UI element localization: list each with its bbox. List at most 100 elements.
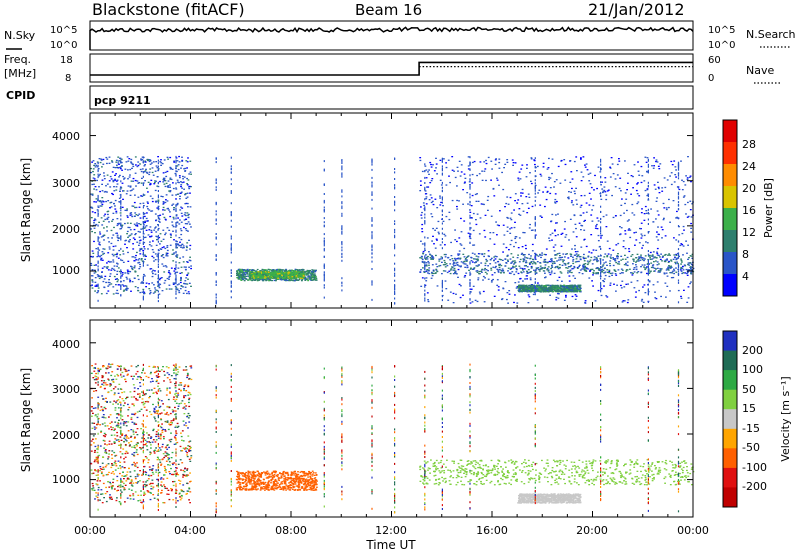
power-mark — [176, 179, 179, 181]
power-mark — [91, 269, 94, 271]
power-mark — [278, 276, 281, 278]
power-mark — [419, 257, 421, 259]
power-mark — [288, 279, 291, 281]
power-mark — [603, 272, 606, 274]
power-mark — [158, 220, 160, 222]
power-mark — [431, 264, 434, 266]
power-mark — [593, 189, 595, 191]
power-mark — [654, 291, 656, 293]
power-mark — [187, 179, 190, 181]
power-mark — [126, 278, 128, 280]
power-mark — [669, 267, 672, 269]
power-mark — [164, 232, 167, 234]
power-mark — [92, 168, 95, 170]
power-mark — [591, 220, 594, 222]
power-mark — [528, 227, 531, 229]
power-mark — [315, 279, 318, 281]
power-mark — [463, 276, 466, 278]
power-mark — [119, 174, 121, 177]
power-mark — [463, 256, 466, 258]
power-mark — [148, 159, 151, 161]
power-mark — [178, 175, 181, 177]
power-mark — [291, 279, 293, 281]
power-mark — [110, 201, 113, 203]
power-mark — [253, 272, 256, 274]
power-mark — [637, 271, 640, 273]
power-mark — [118, 249, 121, 252]
power-mark — [292, 274, 295, 276]
power-mark — [179, 219, 181, 221]
power-mark — [554, 202, 557, 204]
power-mark — [643, 180, 646, 182]
power-mark — [463, 260, 465, 263]
power-mark — [476, 265, 479, 267]
power-mark — [617, 261, 620, 263]
power-mark — [130, 180, 133, 182]
power-mark — [673, 254, 676, 256]
power-mark — [141, 291, 144, 293]
power-mark — [308, 276, 310, 278]
power-mark — [434, 229, 436, 231]
power-mark — [150, 229, 153, 232]
power-mark — [145, 282, 148, 284]
power-mark — [541, 290, 544, 292]
power-mark — [115, 292, 118, 294]
power-mark — [309, 276, 312, 278]
power-mark — [158, 293, 161, 295]
power-mark — [166, 208, 169, 210]
power-mark — [152, 174, 155, 176]
power-mark — [140, 195, 142, 197]
power-mark — [577, 290, 580, 292]
power-mark — [550, 261, 553, 263]
power-mark — [654, 297, 657, 299]
power-mark — [121, 224, 124, 226]
power-mark — [645, 210, 648, 212]
power-mark — [469, 211, 472, 213]
power-mark — [119, 190, 121, 192]
power-mark — [144, 161, 147, 163]
power-mark — [181, 156, 183, 158]
power-mark — [117, 257, 120, 259]
power-mark — [582, 257, 585, 259]
power-mark — [93, 164, 95, 167]
power-mark — [432, 203, 435, 206]
power-mark — [616, 257, 619, 260]
power-mark — [158, 236, 161, 239]
power-mark — [280, 276, 283, 278]
power-mark — [455, 262, 458, 264]
power-mark — [680, 263, 682, 265]
power-mark — [467, 168, 470, 170]
power-mark — [459, 258, 462, 260]
power-mark — [280, 279, 283, 281]
power-mark — [526, 272, 529, 274]
power-mark — [501, 298, 503, 301]
power-mark — [497, 286, 500, 288]
power-mark — [458, 283, 461, 286]
power-mark — [573, 266, 576, 269]
power-mark — [139, 168, 142, 171]
power-mark — [158, 218, 161, 220]
power-mark — [273, 275, 276, 277]
power-mark — [557, 297, 560, 299]
power-mark — [261, 277, 264, 279]
power-mark — [120, 227, 123, 230]
power-mark — [160, 240, 163, 242]
power-mark — [90, 206, 93, 208]
power-mark — [514, 221, 516, 223]
power-mark — [116, 270, 119, 272]
power-mark — [106, 218, 109, 220]
power-mark — [687, 215, 690, 218]
power-mark — [620, 259, 623, 261]
power-mark — [586, 260, 589, 262]
power-mark — [275, 279, 277, 281]
power-mark — [421, 223, 424, 226]
power-mark — [145, 217, 148, 220]
power-mark — [264, 276, 267, 278]
power-mark — [256, 268, 259, 271]
power-mark — [313, 269, 315, 271]
power-mark — [483, 253, 486, 255]
power-mark — [140, 228, 143, 230]
power-mark — [505, 246, 508, 249]
power-mark — [175, 204, 178, 206]
power-mark — [662, 255, 664, 257]
